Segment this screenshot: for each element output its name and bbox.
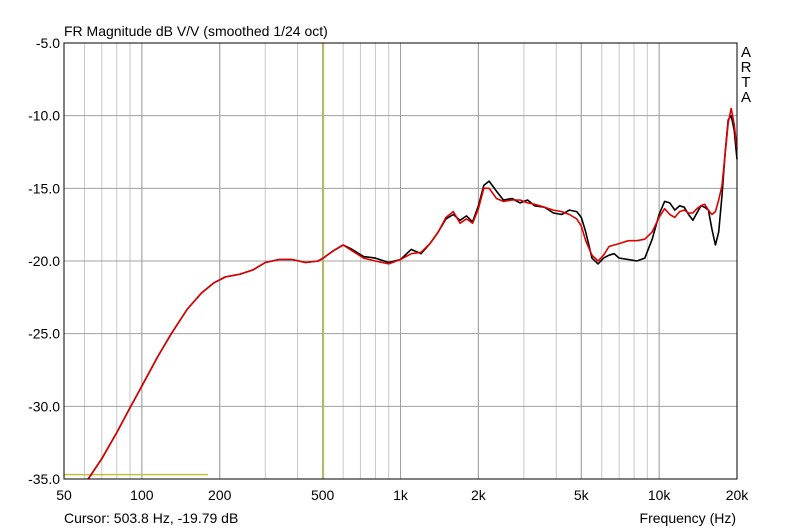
- brand-letter: R: [741, 59, 752, 76]
- x-tick-label: 500: [311, 487, 335, 503]
- x-tick-label: 200: [208, 487, 232, 503]
- y-tick-labels: -5.0 -10.0 -15.0 -20.0 -25.0 -30.0 -35.0: [28, 35, 60, 487]
- brand-letter: A: [741, 89, 751, 106]
- x-tick-labels: 50 100 200 500 1k 2k 5k 10k 20k: [56, 487, 749, 503]
- x-tick-label: 1k: [393, 487, 409, 503]
- y-tick-label: -5.0: [36, 35, 60, 51]
- x-tick-label: 20k: [726, 487, 750, 503]
- y-tick-label: -15.0: [28, 180, 60, 196]
- x-tick-label: 100: [130, 487, 154, 503]
- chart-title: FR Magnitude dB V/V (smoothed 1/24 oct): [64, 23, 328, 39]
- y-tick-label: -25.0: [28, 326, 60, 342]
- y-tick-label: -20.0: [28, 253, 60, 269]
- y-tick-label: -35.0: [28, 471, 60, 487]
- series-group: [87, 107, 738, 480]
- grid-major: [64, 43, 737, 479]
- cursor-readout: Cursor: 503.8 Hz, -19.79 dB: [64, 510, 238, 526]
- x-axis-label: Frequency (Hz): [640, 510, 736, 526]
- brand-letter: T: [741, 74, 750, 91]
- x-tick-label: 50: [56, 487, 72, 503]
- y-tick-label: -10.0: [28, 108, 60, 124]
- y-tick-label: -30.0: [28, 398, 60, 414]
- plot-frame: [63, 42, 738, 480]
- x-tick-label: 10k: [648, 487, 672, 503]
- series-line-2: [87, 107, 738, 480]
- brand-letter: A: [741, 44, 751, 61]
- x-tick-label: 2k: [471, 487, 487, 503]
- x-tick-label: 5k: [574, 487, 590, 503]
